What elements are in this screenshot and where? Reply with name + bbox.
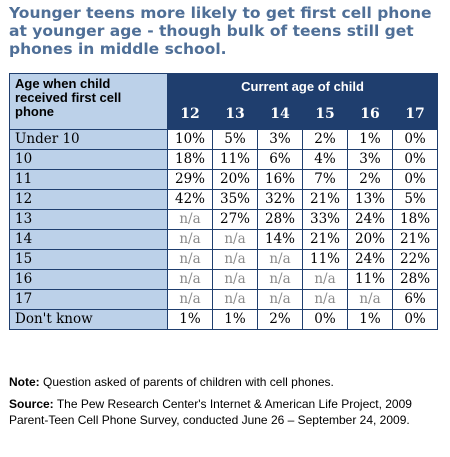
- table-cell: 11%: [347, 269, 393, 290]
- table-row: 13 n/a 27% 28% 33% 24% 18%: [9, 209, 439, 230]
- table-row: 17 n/a n/a n/a n/a n/a 6%: [9, 289, 439, 310]
- table-cell: 18%: [391, 209, 439, 230]
- table-cell: 5%: [391, 189, 439, 210]
- table-row: Don't know 1% 1% 2% 0% 1% 0%: [9, 309, 439, 330]
- table-row: 10 18% 11% 6% 4% 3% 0%: [9, 149, 439, 170]
- table-cell: 27%: [212, 209, 258, 230]
- table-row: 11 29% 20% 16% 7% 2% 0%: [9, 169, 439, 190]
- table-cell: 2%: [347, 169, 393, 190]
- table-cell: 16%: [257, 169, 303, 190]
- column-group-header: Current age of child: [166, 72, 439, 100]
- row-label: 11: [9, 169, 168, 190]
- row-label: 12: [9, 189, 168, 210]
- table-cell: 32%: [257, 189, 303, 210]
- column-header: 12: [167, 98, 213, 130]
- table-cell: 42%: [167, 189, 213, 210]
- table-cell: n/a: [257, 289, 303, 310]
- row-label: 16: [9, 269, 168, 290]
- note-text: Question asked of parents of children wi…: [43, 375, 334, 389]
- table-cell: 35%: [212, 189, 258, 210]
- table-cell: n/a: [212, 229, 258, 250]
- table-cell: n/a: [167, 229, 213, 250]
- data-table: Age when child received first cell phone…: [9, 72, 439, 330]
- column-header: 13: [212, 98, 258, 130]
- table-cell: n/a: [167, 269, 213, 290]
- table-cell: 2%: [257, 309, 303, 330]
- row-label: Don't know: [9, 309, 168, 330]
- table-cell: 14%: [257, 229, 303, 250]
- table-cell: n/a: [257, 269, 303, 290]
- table-row: 14 n/a n/a 14% 21% 20% 21%: [9, 229, 439, 250]
- note: Note: Question asked of parents of child…: [9, 374, 445, 390]
- table-cell: 29%: [167, 169, 213, 190]
- table-cell: n/a: [212, 269, 258, 290]
- row-label: 13: [9, 209, 168, 230]
- row-label: 10: [9, 149, 168, 170]
- table-cell: n/a: [347, 289, 393, 310]
- table-cell: n/a: [212, 289, 258, 310]
- table-cell: 22%: [391, 249, 439, 270]
- table-row: 15 n/a n/a n/a 11% 24% 22%: [9, 249, 439, 270]
- table-cell: 13%: [347, 189, 393, 210]
- table-cell: 7%: [302, 169, 348, 190]
- table-cell: 1%: [212, 309, 258, 330]
- table-cell: 10%: [167, 129, 213, 150]
- column-header: 17: [391, 98, 439, 130]
- table-cell: 21%: [391, 229, 439, 250]
- table-cell: n/a: [302, 289, 348, 310]
- table-cell: 1%: [347, 129, 393, 150]
- table-cell: 18%: [167, 149, 213, 170]
- note-label: Note:: [9, 375, 40, 389]
- table-row: Under 10 10% 5% 3% 2% 1% 0%: [9, 129, 439, 150]
- table-cell: 21%: [302, 189, 348, 210]
- row-label: 15: [9, 249, 168, 270]
- table-cell: 24%: [347, 249, 393, 270]
- source-label: Source:: [9, 397, 54, 411]
- table-cell: 2%: [302, 129, 348, 150]
- table-cell: 28%: [257, 209, 303, 230]
- table-cell: 3%: [257, 129, 303, 150]
- table-cell: 33%: [302, 209, 348, 230]
- row-label: 14: [9, 229, 168, 250]
- table-cell: 0%: [391, 149, 439, 170]
- row-header: Age when child received first cell phone: [9, 73, 168, 130]
- row-label: 17: [9, 289, 168, 310]
- table-cell: 28%: [391, 269, 439, 290]
- table-cell: 11%: [302, 249, 348, 270]
- table-cell: 4%: [302, 149, 348, 170]
- table-cell: 5%: [212, 129, 258, 150]
- chart-title: Younger teens more likely to get first c…: [9, 4, 432, 58]
- table-cell: n/a: [167, 289, 213, 310]
- column-header: 16: [347, 98, 393, 130]
- column-header: 14: [257, 98, 303, 130]
- table-cell: 0%: [391, 129, 439, 150]
- table-cell: 6%: [257, 149, 303, 170]
- table-cell: 1%: [167, 309, 213, 330]
- column-header: 15: [302, 98, 348, 130]
- table-cell: 24%: [347, 209, 393, 230]
- table-cell: 20%: [212, 169, 258, 190]
- table-cell: 3%: [347, 149, 393, 170]
- table-cell: 0%: [302, 309, 348, 330]
- table-cell: 1%: [347, 309, 393, 330]
- source: Source: The Pew Research Center's Intern…: [9, 396, 445, 428]
- table-cell: n/a: [167, 209, 213, 230]
- table-cell: 20%: [347, 229, 393, 250]
- table-cell: 0%: [391, 309, 439, 330]
- table-row: 16 n/a n/a n/a n/a 11% 28%: [9, 269, 439, 290]
- table-cell: 21%: [302, 229, 348, 250]
- row-label: Under 10: [9, 129, 168, 150]
- table-cell: 11%: [212, 149, 258, 170]
- table-cell: n/a: [167, 249, 213, 270]
- table-row: 12 42% 35% 32% 21% 13% 5%: [9, 189, 439, 210]
- table-cell: n/a: [302, 269, 348, 290]
- source-text: The Pew Research Center's Internet & Ame…: [9, 397, 412, 427]
- table-cell: 6%: [391, 289, 439, 310]
- table-cell: 0%: [391, 169, 439, 190]
- table-cell: n/a: [257, 249, 303, 270]
- table-cell: n/a: [212, 249, 258, 270]
